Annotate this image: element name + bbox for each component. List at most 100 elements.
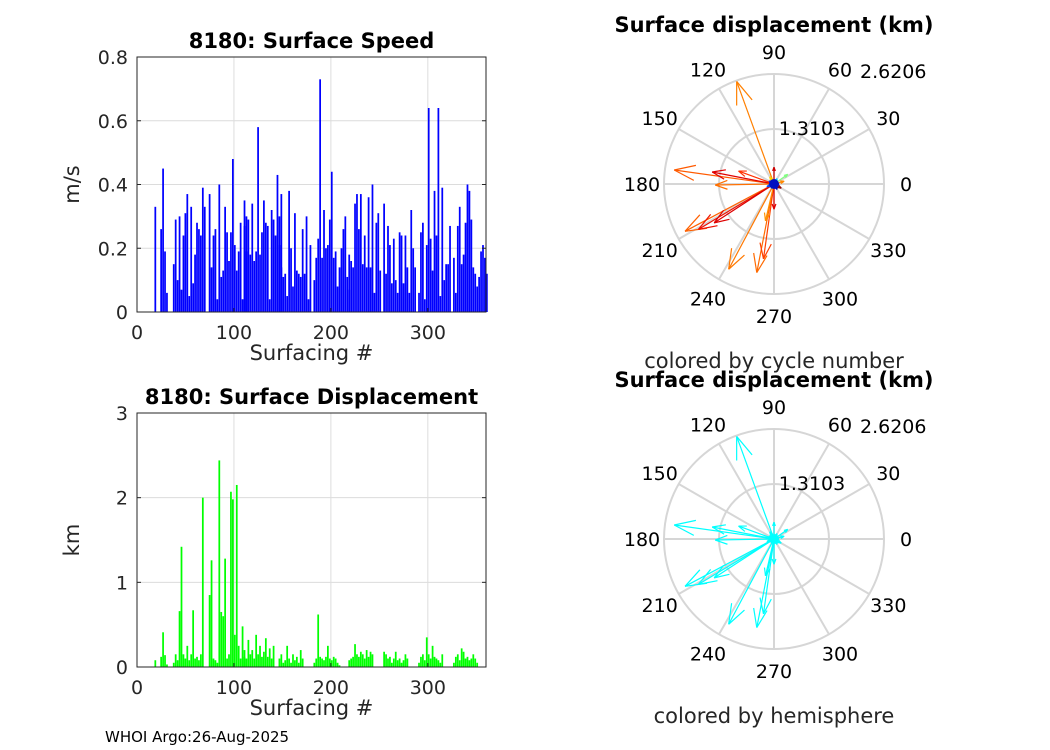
bar [239, 658, 242, 667]
bar [480, 251, 482, 312]
bar [383, 203, 385, 312]
arrow-head [728, 609, 745, 625]
arrow-head [714, 573, 730, 579]
bar [178, 611, 181, 667]
arrow-head [762, 243, 772, 260]
y-axis-label: km [60, 524, 84, 557]
bar [392, 238, 395, 312]
bar [198, 229, 200, 312]
arrow-head [715, 534, 728, 541]
bar [389, 656, 391, 667]
bar [222, 270, 225, 312]
arrow-head [684, 569, 701, 587]
bar [247, 219, 250, 312]
bar [272, 219, 275, 312]
displacement-arrow [728, 183, 775, 270]
bar [439, 662, 442, 667]
y-tick-label: 0.6 [98, 111, 128, 133]
arrow-head [713, 564, 725, 579]
bar [454, 656, 457, 667]
arrow-head [712, 524, 726, 528]
bar [348, 660, 351, 667]
bar [299, 276, 302, 312]
bar [363, 658, 366, 667]
angle-label: 0 [900, 174, 912, 196]
bar [297, 273, 300, 312]
bar [263, 200, 265, 312]
bar [392, 658, 395, 667]
arrow-head [764, 213, 771, 222]
bar [425, 245, 428, 312]
bar [396, 292, 399, 312]
bar [255, 251, 258, 312]
arrow-head [712, 169, 726, 173]
bar [437, 660, 440, 667]
bar [162, 168, 164, 312]
bar [352, 267, 354, 312]
x-tick-label: 0 [131, 322, 143, 344]
bar [253, 658, 256, 667]
y-tick-label: 0.4 [98, 175, 128, 197]
bar [373, 292, 376, 312]
bar [297, 662, 300, 667]
bar [188, 660, 191, 667]
bar [266, 656, 269, 667]
arrow-shaft [715, 183, 775, 186]
bar [425, 637, 428, 667]
bar [162, 632, 164, 667]
angle-label: 210 [642, 595, 678, 617]
bar [332, 656, 335, 667]
chart-title: 8180: Surface Speed [189, 29, 435, 53]
arrow-shaft [713, 183, 775, 224]
angle-label: 210 [642, 240, 678, 262]
arrow-head [713, 209, 725, 224]
bar [166, 292, 168, 312]
bar [276, 174, 279, 312]
bar [472, 654, 475, 667]
bar [387, 225, 389, 312]
bar [270, 210, 273, 312]
bar [348, 254, 351, 312]
bar [423, 299, 426, 312]
bar [194, 254, 196, 312]
polar-caption: colored by cycle number [644, 349, 904, 373]
bar [410, 210, 413, 312]
bar [334, 251, 337, 312]
bar [208, 595, 211, 667]
bar [325, 656, 327, 667]
bar [257, 654, 259, 667]
angle-label: 150 [642, 108, 678, 130]
bar [176, 660, 179, 667]
bar [466, 184, 469, 312]
bar [178, 216, 181, 312]
bar [180, 289, 183, 312]
bar [282, 276, 285, 312]
ring-label: 2.6206 [860, 416, 926, 438]
bar [408, 292, 411, 312]
bar [249, 654, 252, 667]
x-axis-label: Surfacing # [250, 341, 374, 365]
bar [237, 645, 240, 667]
bar [420, 656, 422, 667]
bar [482, 245, 484, 312]
arrow-head [715, 184, 728, 190]
bar [241, 299, 244, 312]
displacement-arrow [715, 534, 775, 545]
bar [334, 658, 337, 667]
arrow-shaft [713, 538, 775, 579]
bar [290, 662, 292, 667]
bar [396, 660, 399, 667]
bar [404, 235, 407, 312]
bar [194, 658, 196, 667]
arrow-head [778, 539, 782, 544]
bar [226, 658, 228, 667]
bar [398, 232, 401, 312]
bar [160, 229, 163, 312]
bar [274, 235, 277, 312]
angle-label: 240 [690, 643, 726, 665]
bar-chart-0: 0 100 200 300 0 0.2 0.4 0.6 0.8 8180: Surface Spe… [60, 29, 488, 365]
bar [346, 276, 349, 312]
angle-label: 120 [690, 415, 726, 437]
displacement-arrow [673, 519, 775, 540]
bar [235, 484, 238, 667]
